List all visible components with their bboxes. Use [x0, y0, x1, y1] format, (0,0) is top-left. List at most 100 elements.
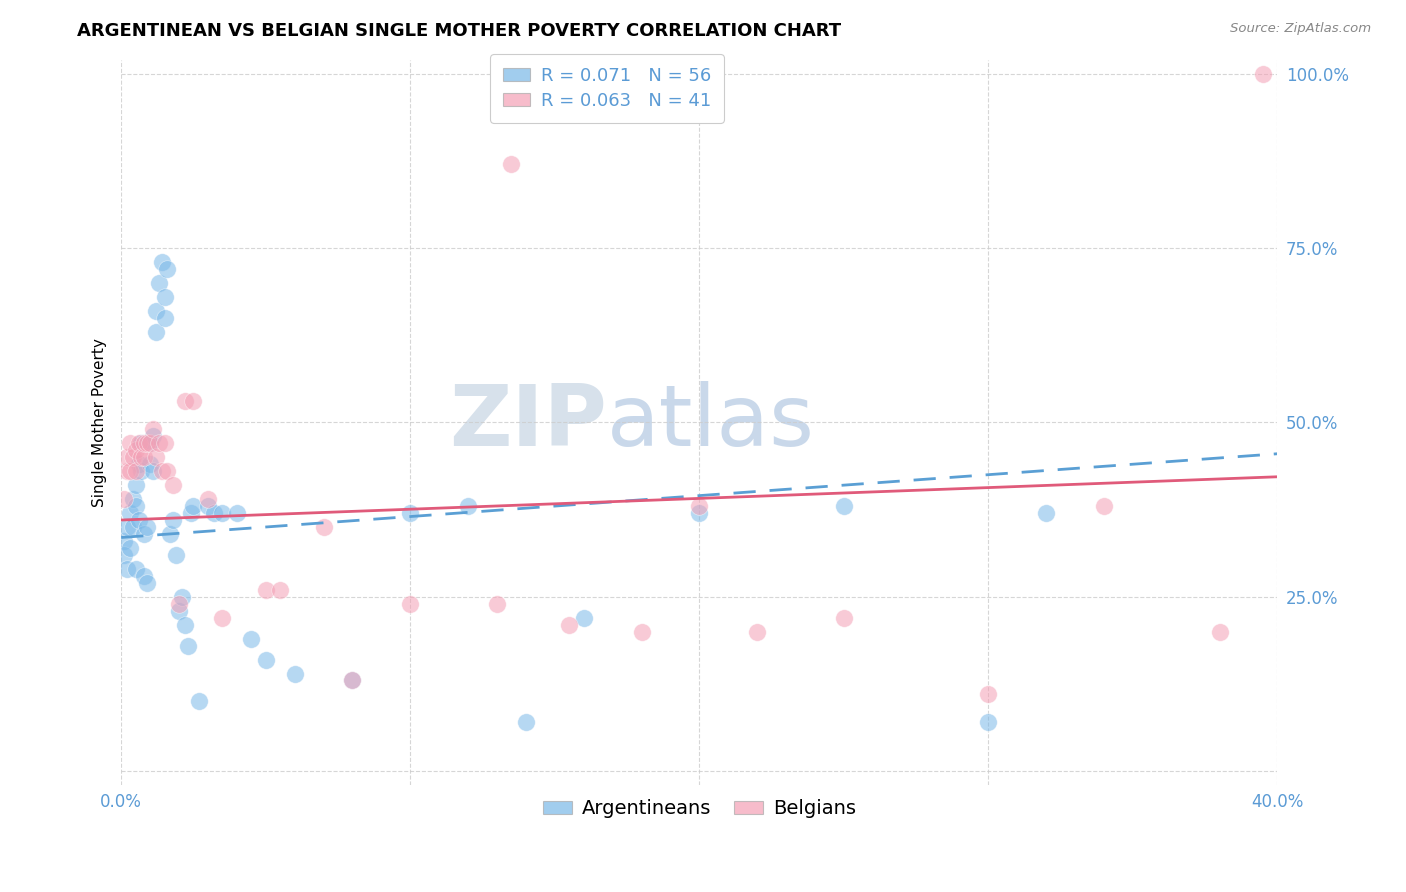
Belgians — [150, 464, 173, 478]
Belgians — [156, 464, 179, 478]
Argentineans — [145, 325, 167, 339]
Belgians — [124, 443, 146, 458]
Argentineans — [150, 255, 173, 269]
Belgians — [145, 450, 167, 465]
Argentineans — [128, 457, 150, 471]
Belgians — [167, 597, 190, 611]
Text: ARGENTINEAN VS BELGIAN SINGLE MOTHER POVERTY CORRELATION CHART: ARGENTINEAN VS BELGIAN SINGLE MOTHER POV… — [77, 22, 841, 40]
Belgians — [173, 394, 195, 409]
Belgians — [139, 436, 162, 450]
Argentineans — [118, 506, 141, 520]
Belgians — [342, 673, 364, 688]
Y-axis label: Single Mother Poverty: Single Mother Poverty — [93, 338, 107, 507]
Belgians — [312, 520, 335, 534]
Argentineans — [197, 499, 219, 513]
Belgians — [148, 436, 170, 450]
Argentineans — [183, 499, 205, 513]
Argentineans — [139, 457, 162, 471]
Belgians — [501, 157, 523, 171]
Argentineans — [457, 499, 479, 513]
Argentineans — [572, 610, 595, 624]
Argentineans — [225, 506, 247, 520]
Belgians — [136, 436, 159, 450]
Argentineans — [162, 513, 184, 527]
Belgians — [485, 597, 508, 611]
Belgians — [630, 624, 652, 639]
Belgians — [688, 499, 710, 513]
Argentineans — [134, 569, 156, 583]
Argentineans — [211, 506, 233, 520]
Argentineans — [153, 310, 176, 325]
Belgians — [558, 617, 581, 632]
Argentineans — [134, 527, 156, 541]
Text: Source: ZipAtlas.com: Source: ZipAtlas.com — [1230, 22, 1371, 36]
Belgians — [131, 450, 153, 465]
Argentineans — [202, 506, 225, 520]
Argentineans — [399, 506, 422, 520]
Argentineans — [115, 562, 138, 576]
Legend: Argentineans, Belgians: Argentineans, Belgians — [534, 791, 863, 826]
Argentineans — [115, 520, 138, 534]
Text: ZIP: ZIP — [449, 381, 607, 464]
Argentineans — [159, 527, 181, 541]
Argentineans — [124, 499, 146, 513]
Argentineans — [284, 666, 307, 681]
Argentineans — [128, 513, 150, 527]
Argentineans — [118, 541, 141, 555]
Argentineans — [170, 590, 193, 604]
Belgians — [134, 450, 156, 465]
Belgians — [142, 422, 165, 436]
Argentineans — [124, 562, 146, 576]
Argentineans — [145, 303, 167, 318]
Argentineans — [180, 506, 202, 520]
Belgians — [211, 610, 233, 624]
Belgians — [118, 464, 141, 478]
Argentineans — [131, 436, 153, 450]
Argentineans — [136, 520, 159, 534]
Argentineans — [188, 694, 211, 708]
Argentineans — [142, 464, 165, 478]
Belgians — [124, 464, 146, 478]
Argentineans — [832, 499, 855, 513]
Argentineans — [342, 673, 364, 688]
Belgians — [112, 492, 135, 507]
Belgians — [128, 436, 150, 450]
Argentineans — [240, 632, 263, 646]
Argentineans — [167, 604, 190, 618]
Text: atlas: atlas — [607, 381, 815, 464]
Belgians — [183, 394, 205, 409]
Argentineans — [142, 429, 165, 443]
Argentineans — [112, 548, 135, 562]
Belgians — [121, 450, 143, 465]
Belgians — [747, 624, 769, 639]
Argentineans — [156, 261, 179, 276]
Argentineans — [136, 575, 159, 590]
Belgians — [832, 610, 855, 624]
Argentineans — [131, 464, 153, 478]
Belgians — [115, 464, 138, 478]
Belgians — [399, 597, 422, 611]
Argentineans — [977, 715, 1000, 730]
Belgians — [162, 478, 184, 492]
Belgians — [977, 688, 1000, 702]
Argentineans — [173, 617, 195, 632]
Argentineans — [515, 715, 537, 730]
Argentineans — [148, 276, 170, 290]
Argentineans — [153, 290, 176, 304]
Belgians — [118, 436, 141, 450]
Belgians — [153, 436, 176, 450]
Argentineans — [688, 506, 710, 520]
Argentineans — [124, 478, 146, 492]
Argentineans — [121, 492, 143, 507]
Argentineans — [139, 436, 162, 450]
Belgians — [269, 582, 291, 597]
Argentineans — [254, 652, 277, 666]
Argentineans — [165, 548, 187, 562]
Argentineans — [112, 533, 135, 548]
Argentineans — [121, 520, 143, 534]
Argentineans — [1035, 506, 1057, 520]
Belgians — [1092, 499, 1115, 513]
Belgians — [134, 436, 156, 450]
Argentineans — [177, 639, 200, 653]
Belgians — [254, 582, 277, 597]
